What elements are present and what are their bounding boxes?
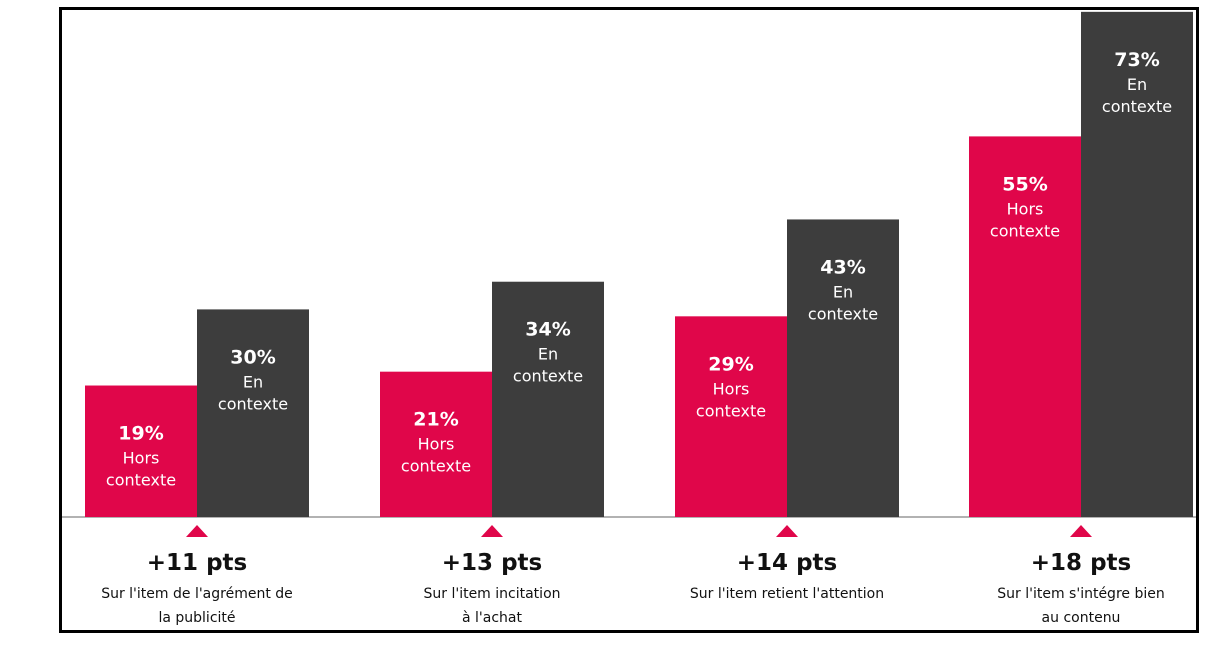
bar-series-label: contexte <box>218 394 288 413</box>
increase-marker-icon <box>776 525 798 537</box>
bar-hors-contexte <box>380 371 492 517</box>
item-description: à l'achat <box>462 610 522 626</box>
increase-marker-icon <box>1070 525 1092 537</box>
bar-series-label: Hors <box>123 449 160 468</box>
bar-en-contexte <box>1081 11 1193 518</box>
bar-series-label: contexte <box>990 221 1060 240</box>
bar-value-label: 30% <box>230 346 275 368</box>
bar-value-label: 21% <box>413 409 458 431</box>
difference-label: +13 pts <box>442 550 542 576</box>
bar-value-label: 73% <box>1114 49 1159 71</box>
difference-label: +18 pts <box>1031 550 1131 576</box>
item-description: au contenu <box>1042 610 1121 626</box>
item-description: Sur l'item incitation <box>423 586 560 602</box>
bar-value-label: 29% <box>708 353 753 375</box>
bar-series-label: En <box>538 345 558 364</box>
difference-label: +14 pts <box>737 550 837 576</box>
bar-hors-contexte <box>969 136 1081 517</box>
item-description: la publicité <box>158 610 235 626</box>
difference-label: +11 pts <box>147 550 247 576</box>
bar-value-label: 19% <box>118 423 163 445</box>
bar-series-label: Hors <box>418 435 455 454</box>
bar-en-contexte <box>492 281 604 517</box>
bar-en-contexte <box>197 309 309 517</box>
bar-series-label: Hors <box>713 379 750 398</box>
item-description: Sur l'item de l'agrément de <box>101 586 293 602</box>
bar-en-contexte <box>787 219 899 517</box>
bar-series-label: contexte <box>401 457 471 476</box>
bar-series-label: contexte <box>106 471 176 490</box>
bar-series-label: contexte <box>808 304 878 323</box>
bar-series-label: contexte <box>513 367 583 386</box>
bar-series-label: contexte <box>696 401 766 420</box>
bar-series-label: Hors <box>1007 199 1044 218</box>
bar-value-label: 43% <box>820 256 865 278</box>
increase-marker-icon <box>186 525 208 537</box>
item-description: Sur l'item s'intégre bien <box>997 586 1164 602</box>
bar-series-label: En <box>1127 75 1147 94</box>
chart-frame: 19% Hors contexte 30% En contexte +11 pts Sur l… <box>59 7 1199 633</box>
item-description: Sur l'item retient l'attention <box>690 586 884 602</box>
increase-marker-icon <box>481 525 503 537</box>
bar-chart: 19% Hors contexte 30% En contexte +11 pts Sur l… <box>62 11 1196 626</box>
bar-value-label: 55% <box>1002 173 1047 195</box>
bar-series-label: contexte <box>1102 97 1172 116</box>
bar-hors-contexte <box>675 316 787 517</box>
bar-value-label: 34% <box>525 319 570 341</box>
bar-hors-contexte <box>85 385 197 517</box>
bar-series-label: En <box>243 372 263 391</box>
bar-series-label: En <box>833 282 853 301</box>
